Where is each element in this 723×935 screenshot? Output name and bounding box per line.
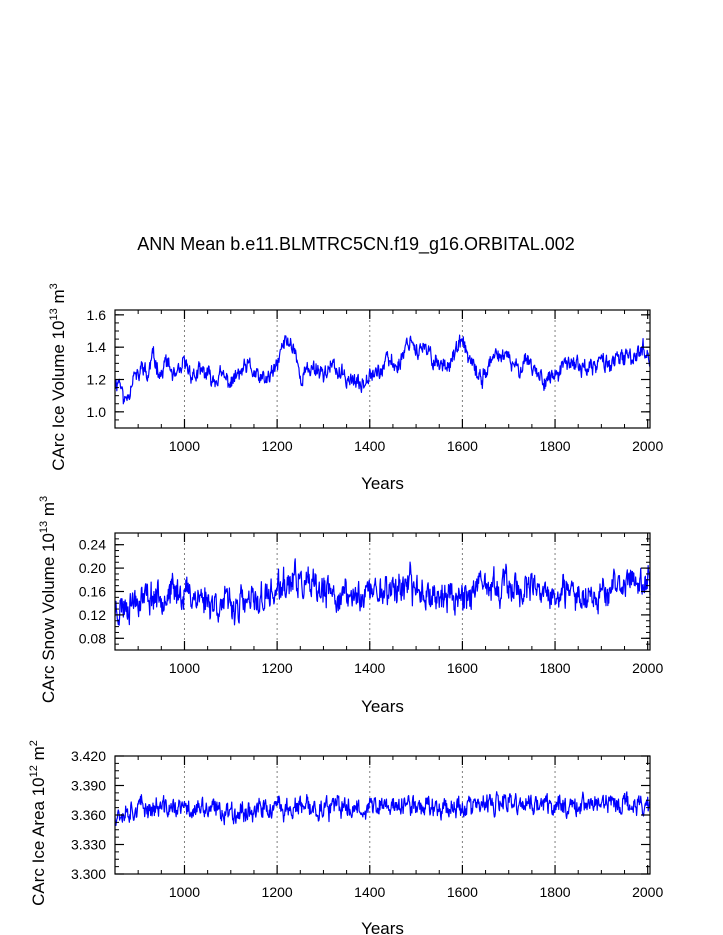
- snow-volume-y-tick-label: 0.12: [79, 607, 106, 623]
- ice-volume-y-tick-label: 1.0: [87, 404, 107, 420]
- chart-title: ANN Mean b.e11.BLMTRC5CN.f19_g16.ORBITAL…: [137, 234, 575, 255]
- snow-volume-x-tick-label: 1000: [169, 660, 200, 676]
- snow-volume-y-tick-label: 0.16: [79, 584, 106, 600]
- ice-volume-x-tick-label: 1000: [169, 438, 200, 454]
- ice-volume-x-tick-label: 1800: [539, 438, 570, 454]
- ice-volume-series-line: [114, 334, 651, 405]
- ice-area-x-tick-label: 1400: [354, 884, 385, 900]
- ice-volume-y-tick-label: 1.2: [87, 372, 107, 388]
- ice-area-y-tick-label: 3.300: [71, 866, 106, 882]
- ice-area-axes-frame: [114, 755, 651, 875]
- panels: 1000 1200 1400 1600 1800 2000 1.0 1.2 1.4 1.6 Year…: [28, 283, 663, 935]
- snow-volume-y-tick-label: 0.20: [79, 560, 106, 576]
- ice-volume-y-tick-label: 1.6: [87, 307, 107, 323]
- ice-volume-x-axis-label: Years: [361, 474, 404, 493]
- snow-volume-panel: 1000 1200 1400 1600 1800 2000 0.08 0.12 0.16 0.20…: [38, 496, 663, 716]
- ice-area-y-tick-label: 3.360: [71, 807, 106, 823]
- ice-area-x-tick-label: 1200: [262, 884, 293, 900]
- snow-volume-x-tick-label: 1400: [354, 660, 385, 676]
- ice-area-y-axis-label: CArc Ice Area 1012 m2: [28, 740, 48, 906]
- snow-volume-x-tick-label: 1200: [262, 660, 293, 676]
- ice-volume-y-axis-label: CArc Ice Volume 1013 m3: [48, 283, 68, 471]
- ice-volume-x-tick-label: 2000: [632, 438, 663, 454]
- snow-volume-x-tick-label: 2000: [632, 660, 663, 676]
- ice-volume-x-tick-label: 1400: [354, 438, 385, 454]
- ice-volume-x-tick-label: 1600: [447, 438, 478, 454]
- ice-area-x-tick-label: 2000: [632, 884, 663, 900]
- snow-volume-y-tick-label: 0.24: [79, 537, 106, 553]
- snow-volume-y-axis-label: CArc Snow Volume 1013 m3: [38, 496, 58, 703]
- snow-volume-y-tick-label: 0.08: [79, 630, 106, 646]
- ice-area-x-tick-label: 1800: [539, 884, 570, 900]
- snow-volume-x-tick-label: 1600: [447, 660, 478, 676]
- ice-volume-x-tick-label: 1200: [262, 438, 293, 454]
- snow-volume-series-line: [114, 558, 651, 626]
- ice-area-x-tick-label: 1600: [447, 884, 478, 900]
- ice-area-panel: 1000 1200 1400 1600 1800 2000 3.300 3.330 3.360 3…: [28, 740, 663, 935]
- ice-volume-axes-frame: [114, 309, 651, 429]
- ice-area-y-tick-label: 3.390: [71, 778, 106, 794]
- ice-volume-y-tick-label: 1.4: [87, 339, 107, 355]
- ice-area-y-tick-label: 3.330: [71, 837, 106, 853]
- ice-area-series-line: [114, 791, 651, 827]
- ice-volume-panel: 1000 1200 1400 1600 1800 2000 1.0 1.2 1.4 1.6 Year…: [48, 283, 663, 493]
- snow-volume-x-axis-label: Years: [361, 697, 404, 716]
- snow-volume-x-tick-label: 1800: [539, 660, 570, 676]
- ice-area-y-tick-label: 3.420: [71, 748, 106, 764]
- ice-area-x-tick-label: 1000: [169, 884, 200, 900]
- ice-area-x-axis-label: Years: [361, 919, 404, 935]
